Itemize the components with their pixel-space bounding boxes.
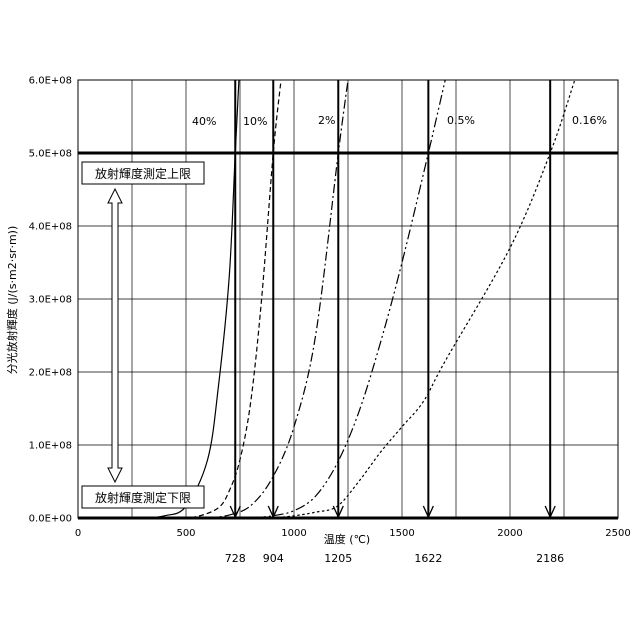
marker-label: 728 [225, 552, 246, 565]
measurement-range-arrow [107, 187, 123, 484]
x-axis-label: 温度 (℃) [324, 532, 370, 546]
marker-label: 1622 [414, 552, 442, 565]
arrowhead [229, 505, 241, 519]
series-line [250, 80, 446, 518]
x-tick-label: 2500 [605, 528, 630, 539]
series-label: 0.5% [447, 114, 475, 127]
temperature-markers: 728 904 1205 1622 2186 [225, 80, 564, 565]
x-tick-label: 0 [75, 528, 81, 539]
marker-label: 2186 [536, 552, 564, 565]
upper-limit-box [81, 161, 205, 185]
y-tick-label: 3.0E+08 [29, 295, 72, 306]
series-label: 40% [192, 115, 216, 128]
arrowhead [422, 505, 434, 519]
lower-limit-box [81, 485, 205, 509]
upper-limit-label: 放射輝度測定上限 [95, 166, 191, 181]
y-tick-label: 5.0E+08 [29, 149, 72, 160]
marker-label: 904 [263, 552, 284, 565]
axes: 0.0E+00 1.0E+08 2.0E+08 3.0E+08 4.0E+08 5.0E+… [29, 76, 631, 540]
x-tick-label: 2000 [497, 528, 522, 539]
arrowhead [332, 505, 344, 519]
marker-label: 1205 [324, 552, 352, 565]
series-label: 2% [318, 114, 335, 127]
series-line [207, 80, 349, 518]
y-axis-label: 分光放射輝度 (J/(s·m2·sr·m)) [5, 226, 19, 375]
series-label: 10% [243, 115, 267, 128]
lower-limit-label: 放射輝度測定下限 [95, 490, 191, 505]
x-tick-label: 1000 [281, 528, 306, 539]
series-label: 0.16% [572, 114, 607, 127]
y-tick-label: 2.0E+08 [29, 368, 72, 379]
y-tick-label: 1.0E+08 [29, 441, 72, 452]
series-line [272, 80, 576, 518]
x-tick-label: 500 [176, 528, 195, 539]
y-tick-label: 0.0E+00 [29, 514, 72, 525]
arrowhead [267, 505, 279, 519]
y-tick-label: 6.0E+08 [29, 76, 72, 87]
y-tick-label: 4.0E+08 [29, 222, 72, 233]
x-tick-label: 1500 [389, 528, 414, 539]
series-line [175, 80, 282, 518]
arrowhead [544, 505, 556, 519]
